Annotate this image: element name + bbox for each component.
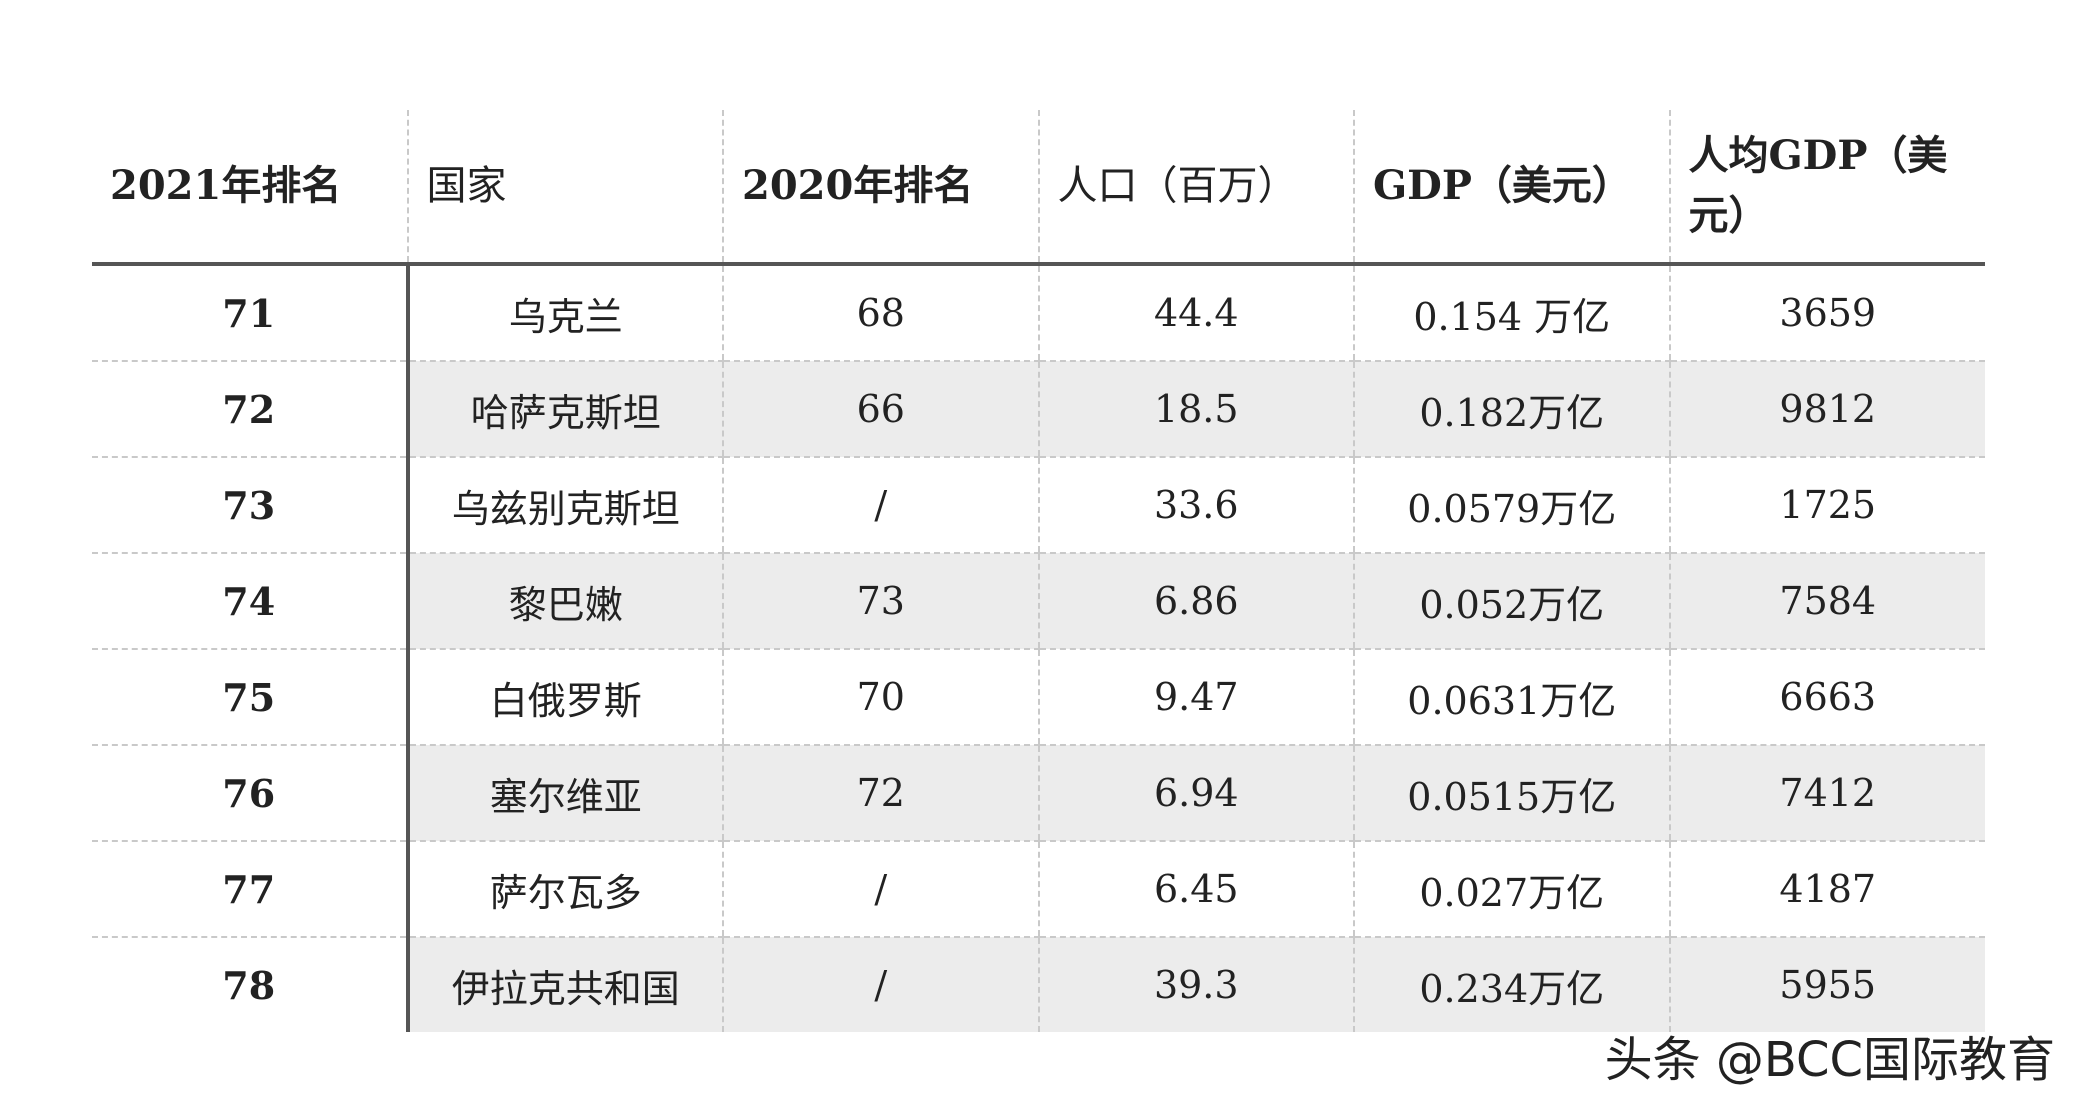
- table-row: 73 乌兹别克斯坦 / 33.6 0.0579万亿 1725: [92, 457, 1985, 554]
- cell-gdp: 0.0579万亿: [1353, 457, 1670, 554]
- cell-country: 黎巴嫩: [405, 553, 723, 650]
- cell-population: 39.3: [1037, 937, 1354, 1032]
- cell-gdp: 0.052万亿: [1353, 553, 1670, 650]
- cell-country: 萨尔瓦多: [405, 841, 723, 938]
- cell-gdp-per-capita: 9812: [1668, 361, 1985, 458]
- cell-rank-2021: 77: [92, 841, 408, 938]
- cell-gdp-per-capita: 7584: [1668, 553, 1985, 650]
- cell-rank-2020: 68: [722, 264, 1039, 362]
- cell-rank-2020: /: [722, 841, 1039, 938]
- cell-gdp-per-capita: 6663: [1668, 649, 1985, 746]
- header-country: 国家: [406, 110, 723, 266]
- cell-population: 44.4: [1037, 264, 1354, 362]
- cell-rank-2021: 76: [92, 745, 408, 842]
- table-row: 76 塞尔维亚 72 6.94 0.0515万亿 7412: [92, 745, 1985, 842]
- cell-rank-2020: /: [722, 937, 1039, 1032]
- cell-country: 白俄罗斯: [405, 649, 723, 746]
- header-gdp: GDP（美元）: [1353, 110, 1670, 266]
- cell-gdp-per-capita: 1725: [1668, 457, 1985, 554]
- header-population: 人口（百万）: [1037, 110, 1354, 266]
- cell-gdp-per-capita: 5955: [1668, 937, 1985, 1032]
- cell-rank-2021: 72: [92, 361, 408, 458]
- cell-population: 18.5: [1037, 361, 1354, 458]
- ranking-table: 2021年排名 国家 2020年排名 人口（百万） GDP（美元） 人均GDP（…: [92, 110, 1985, 1032]
- cell-gdp: 0.0631万亿: [1353, 649, 1670, 746]
- cell-population: 6.86: [1037, 553, 1354, 650]
- cell-country: 乌兹别克斯坦: [405, 457, 723, 554]
- cell-rank-2020: /: [722, 457, 1039, 554]
- table-row: 72 哈萨克斯坦 66 18.5 0.182万亿 9812: [92, 361, 1985, 458]
- header-rank-2020: 2020年排名: [722, 110, 1039, 266]
- cell-rank-2021: 71: [92, 264, 408, 362]
- cell-gdp-per-capita: 4187: [1668, 841, 1985, 938]
- cell-rank-2021: 78: [222, 962, 276, 1008]
- cell-gdp: 0.0515万亿: [1353, 745, 1670, 842]
- cell-population: 6.45: [1037, 841, 1354, 938]
- cell-gdp: 0.182万亿: [1353, 361, 1670, 458]
- cell-rank-2020: 72: [722, 745, 1039, 842]
- cell-gdp-per-capita: 7412: [1668, 745, 1985, 842]
- header-gdp-per-capita: 人均GDP（美元）: [1668, 110, 1985, 266]
- table-row: 78 伊拉克共和国 / 39.3 0.234万亿 5955: [92, 937, 1985, 1032]
- cell-rank-2021: 75: [92, 649, 408, 746]
- cell-gdp: 0.234万亿: [1353, 937, 1670, 1032]
- cell-population: 33.6: [1037, 457, 1354, 554]
- cell-rank-2021: 73: [92, 457, 408, 554]
- cell-population: 9.47: [1037, 649, 1354, 746]
- header-rank-2021: 2021年排名: [92, 110, 408, 266]
- cell-rank-2020: 70: [722, 649, 1039, 746]
- table-header-row: 2021年排名 国家 2020年排名 人口（百万） GDP（美元） 人均GDP（…: [92, 110, 1985, 266]
- ranking-table-container: 2021年排名 国家 2020年排名 人口（百万） GDP（美元） 人均GDP（…: [92, 110, 1985, 1032]
- cell-gdp-per-capita: 3659: [1668, 264, 1985, 362]
- table-row: 77 萨尔瓦多 / 6.45 0.027万亿 4187: [92, 841, 1985, 938]
- cell-country: 哈萨克斯坦: [405, 361, 723, 458]
- cell-gdp: 0.154 万亿: [1353, 264, 1670, 362]
- cell-country: 乌克兰: [405, 264, 723, 362]
- cell-population: 6.94: [1037, 745, 1354, 842]
- cell-rank-2020: 66: [722, 361, 1039, 458]
- cell-country: 伊拉克共和国: [405, 937, 723, 1032]
- watermark: 头条 @BCC国际教育: [1604, 1032, 2055, 1088]
- table-row: 74 黎巴嫩 73 6.86 0.052万亿 7584: [92, 553, 1985, 650]
- table-row: 71 乌克兰 68 44.4 0.154 万亿 3659: [92, 264, 1985, 362]
- cell-gdp: 0.027万亿: [1353, 841, 1670, 938]
- table-row: 75 白俄罗斯 70 9.47 0.0631万亿 6663: [92, 649, 1985, 746]
- cell-rank-2020: 73: [722, 553, 1039, 650]
- cell-country: 塞尔维亚: [405, 745, 723, 842]
- cell-rank-2021: 74: [92, 553, 408, 650]
